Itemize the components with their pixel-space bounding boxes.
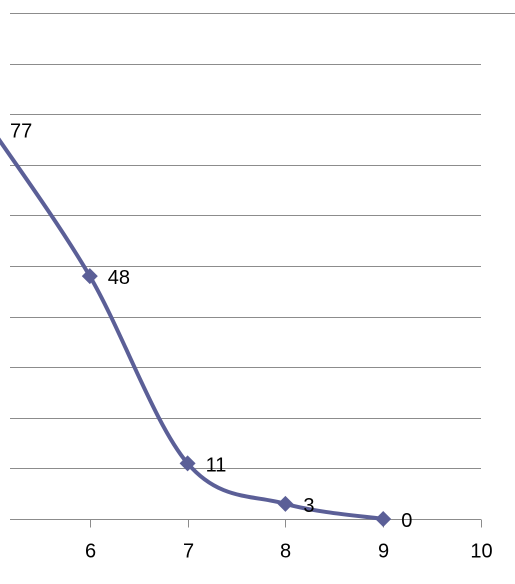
data-point-marker bbox=[277, 495, 294, 512]
data-label: 77 bbox=[10, 120, 32, 142]
x-tick-label: 7 bbox=[183, 541, 194, 563]
series-line bbox=[0, 137, 384, 521]
x-tick-label: 10 bbox=[470, 541, 492, 563]
x-axis: 6 7 8 9 10 bbox=[10, 519, 493, 563]
data-point-marker bbox=[81, 268, 98, 285]
data-point-marker bbox=[375, 511, 392, 527]
data-label: 48 bbox=[108, 267, 130, 289]
x-tick-label: 9 bbox=[378, 541, 389, 563]
data-label: 11 bbox=[206, 454, 227, 476]
data-point-marker bbox=[179, 455, 196, 472]
data-labels: 77 48 11 3 0 bbox=[10, 120, 412, 532]
data-label: 0 bbox=[401, 510, 412, 532]
series bbox=[0, 137, 392, 527]
data-label: 3 bbox=[303, 495, 314, 517]
x-tick-label: 8 bbox=[280, 541, 291, 563]
x-tick-label: 6 bbox=[85, 541, 96, 563]
gridlines bbox=[10, 13, 515, 469]
